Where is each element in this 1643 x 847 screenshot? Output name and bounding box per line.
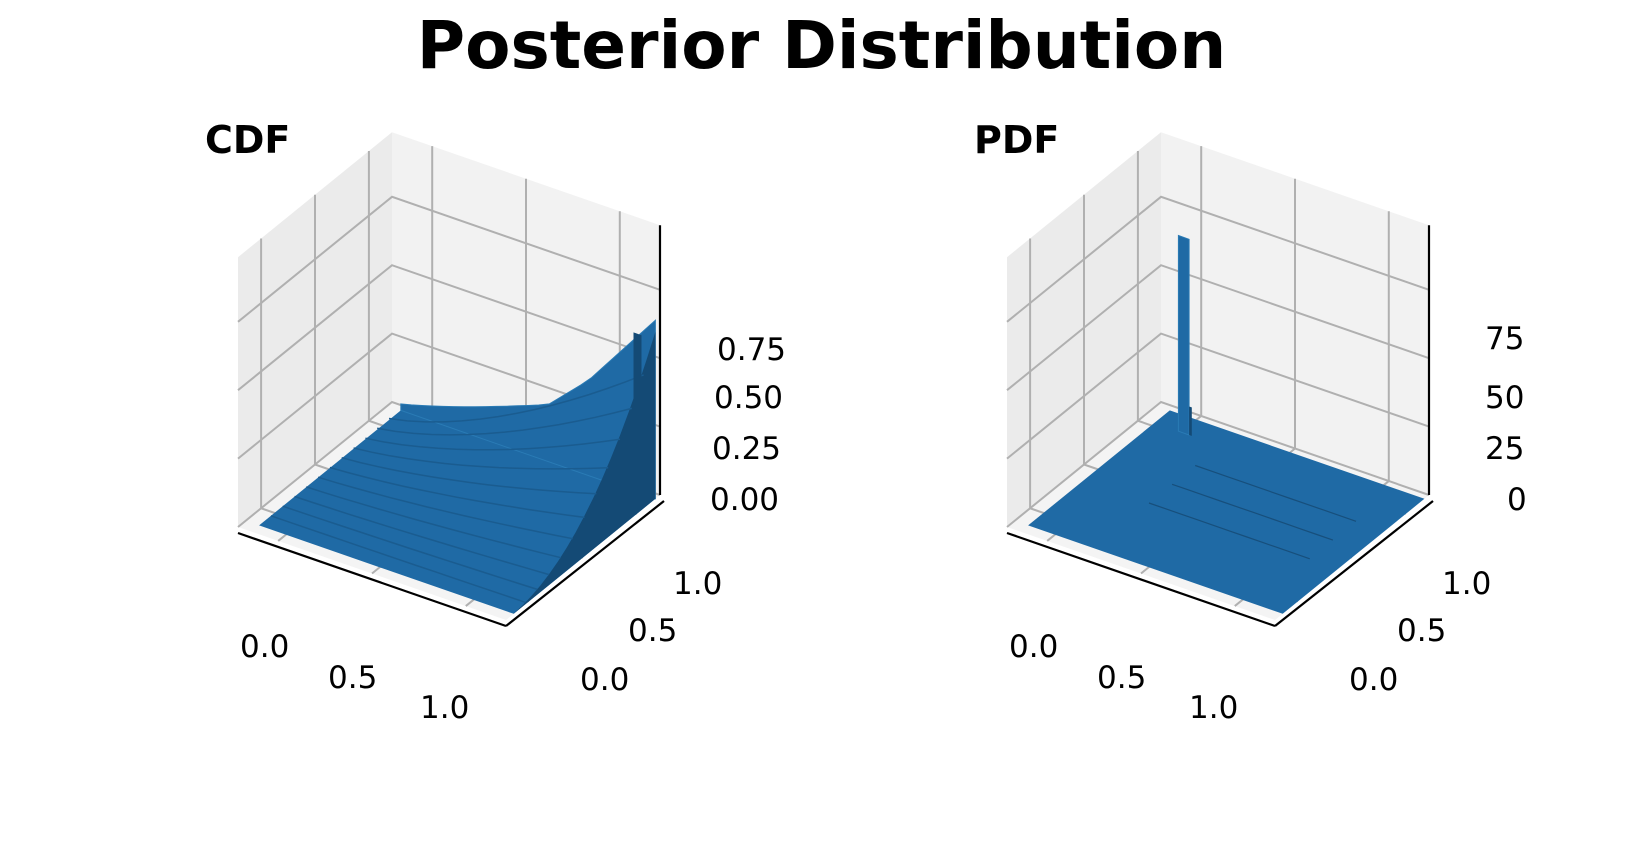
bar-peak (1177, 234, 1190, 436)
bar-terrace (317, 476, 573, 540)
cdf-x-tick-label: 1.0 (420, 690, 469, 726)
bar-surface-floor (259, 410, 656, 614)
cdf-y-tick-label: 1.0 (673, 566, 722, 602)
figure-title: Posterior Distribution (416, 7, 1227, 84)
bar-terrace (306, 486, 562, 559)
bar-terrace (388, 374, 644, 423)
x-axis-line (1006, 531, 1276, 628)
cdf-x-tick-label: 0.0 (240, 629, 289, 665)
pdf-z-tick-label: 50 (1485, 380, 1524, 416)
cdf-z-tick-label: 0.25 (712, 431, 781, 467)
bar-terrace (365, 437, 621, 451)
grid-line (1006, 332, 1430, 460)
pdf-x-tick-label: 1.0 (1189, 690, 1238, 726)
grid-line (1006, 264, 1430, 391)
x-axis-line (237, 531, 507, 628)
grid-line (237, 195, 661, 323)
bar-surface-floor (1028, 410, 1425, 614)
pdf-x-tick-label: 0.0 (1009, 629, 1058, 665)
bar-terrace (282, 505, 538, 591)
cdf-y-tick-label: 0.0 (580, 662, 629, 698)
bar-terrace (353, 447, 609, 470)
pdf-y-tick-label: 1.0 (1442, 566, 1491, 602)
bar-terrace (270, 515, 526, 604)
cdf-z-tick-label: 0.50 (714, 380, 783, 416)
cdf-z-tick-label: 0.00 (710, 482, 779, 518)
bar-terrace (377, 407, 632, 436)
cdf-subplot: CDF 0.0 0.5 1.0 0.0 0.5 1.0 0.00 0.25 0.… (205, 118, 786, 726)
bar-ripple (1171, 483, 1334, 541)
grid-line (1006, 195, 1430, 323)
grid-line (1006, 400, 1430, 528)
pdf-z-tick-label: 25 (1485, 431, 1524, 467)
cdf-bars (259, 319, 656, 614)
grid-line (237, 264, 661, 391)
bar-peak-side (1189, 406, 1192, 436)
cdf-subplot-title: CDF (205, 118, 290, 162)
bar-terrace (294, 495, 550, 576)
y-axis-line (1274, 500, 1434, 627)
bar-wall-right (513, 331, 656, 614)
bar-ripple (1195, 464, 1357, 522)
pdf-subplot: PDF 0.0 0.5 1.0 0.0 0.5 1.0 0 25 50 75 (974, 118, 1527, 726)
pdf-z-tick-label: 0 (1507, 482, 1527, 518)
cdf-x-tick-label: 0.5 (328, 660, 377, 696)
bar-terrace (341, 456, 597, 495)
bar-column (633, 332, 642, 510)
pdf-x-tick-label: 0.5 (1097, 660, 1146, 696)
pdf-subplot-title: PDF (974, 118, 1059, 162)
pdf-bars (1028, 234, 1425, 614)
pdf-axis-lines (1006, 225, 1434, 628)
bar-terrace (329, 466, 585, 519)
bar-ripple (1148, 502, 1310, 560)
y-axis-line (505, 500, 665, 627)
pdf-z-tick-label: 75 (1485, 321, 1524, 357)
bar-wall-back (400, 319, 656, 500)
pdf-y-tick-label: 0.0 (1349, 662, 1398, 698)
cdf-axis-lines (237, 225, 665, 628)
pdf-y-tick-label: 0.5 (1397, 613, 1446, 649)
cdf-z-tick-label: 0.75 (717, 332, 786, 368)
cdf-y-tick-label: 0.5 (628, 613, 677, 649)
